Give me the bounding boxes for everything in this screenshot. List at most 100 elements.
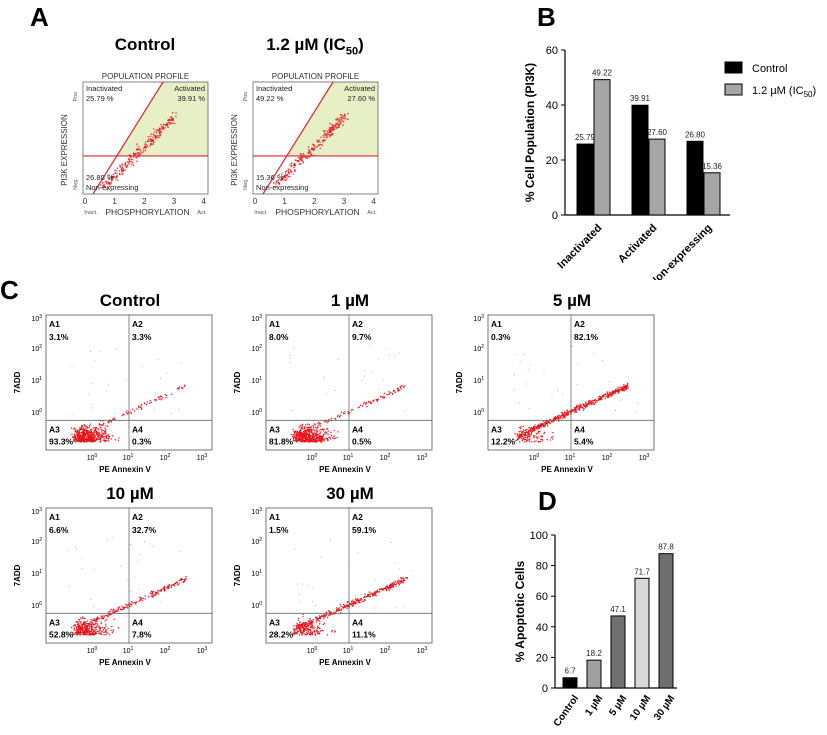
- scatter-dot: [121, 414, 123, 417]
- x-tick-label: 2: [142, 197, 147, 206]
- x-category-label: Activated: [616, 222, 660, 266]
- scatter-dot: [327, 430, 329, 432]
- scatter-dot: [75, 629, 78, 631]
- scatter-dot: [298, 619, 300, 621]
- scatter-dot: [318, 632, 321, 635]
- scatter-dot: [88, 433, 90, 436]
- y-tick-label: 100: [473, 408, 484, 417]
- tick-base: 10: [343, 455, 351, 462]
- x-tick-label: 0: [83, 197, 88, 206]
- scatter-dot: [84, 630, 86, 633]
- scatter-dot: [298, 593, 300, 595]
- scatter-dot: [144, 595, 146, 597]
- scatter-dot: [529, 428, 532, 431]
- scatter-dot: [136, 601, 138, 603]
- scatter-dot: [372, 593, 375, 595]
- scatter-dot: [599, 397, 602, 399]
- scatter-dot: [155, 591, 157, 593]
- scatter-dot: [131, 408, 134, 411]
- scatter-dot: [545, 421, 547, 424]
- scatter-dot: [75, 626, 78, 628]
- plot-frame: [252, 81, 379, 195]
- scatter-dot: [362, 600, 365, 602]
- scatter-dot: [82, 429, 84, 431]
- scatter-dot: [403, 579, 406, 582]
- tick-exponent: 2: [39, 537, 42, 543]
- scatter-dot: [313, 436, 316, 438]
- scatter-dot: [93, 436, 95, 438]
- scatter-dot: [108, 634, 111, 636]
- scatter-dot: [168, 584, 171, 586]
- scatter-dot: [308, 628, 310, 631]
- scatter-dot: [566, 409, 568, 412]
- scatter-dot: [293, 433, 295, 436]
- flow-cytometry-plot: A11.5%A259.1%A328.2%A411.1%1031021011001…: [233, 507, 433, 667]
- scatter-dot: [166, 587, 168, 589]
- scatter-dot: [534, 427, 536, 429]
- scatter-dot: [355, 602, 357, 605]
- scatter-dot: [294, 437, 296, 439]
- quadrant-a1-value: 1.5%: [269, 525, 289, 535]
- quadrant-a2-value: 82.1%: [574, 332, 599, 342]
- scatter-dot: [138, 152, 140, 154]
- scatter-dot: [388, 586, 390, 589]
- scatter-dot: [176, 387, 178, 390]
- scatter-dot: [141, 599, 144, 602]
- scatter-dot: [535, 432, 538, 435]
- scatter-dot: [310, 148, 313, 151]
- scatter-dot: [138, 596, 141, 598]
- scatter-dot: [346, 118, 349, 121]
- scatter-dot: [97, 625, 100, 627]
- scatter-dot: [398, 582, 400, 585]
- scatter-dot: [608, 380, 610, 382]
- scatter-dot: [100, 429, 103, 431]
- scatter-dot: [132, 152, 135, 154]
- scatter-dot: [322, 614, 324, 616]
- scatter-dot: [306, 437, 308, 439]
- scatter-dot: [320, 616, 322, 618]
- scatter-dot: [85, 633, 88, 636]
- scatter-dot: [78, 619, 81, 621]
- scatter-dot: [172, 117, 175, 120]
- tick-exponent: 0: [39, 408, 42, 414]
- tick-exponent: 3: [647, 453, 650, 459]
- scatter-dot: [182, 580, 185, 583]
- scatter-dot: [294, 432, 296, 435]
- scatter-dot: [314, 627, 316, 629]
- scatter-dot: [395, 583, 397, 585]
- bar-value-label: 71.7: [634, 567, 650, 576]
- scatter-dot: [585, 406, 587, 409]
- scatter-dot: [281, 173, 283, 175]
- x-tick-label: 4: [201, 197, 206, 206]
- scatter-dot: [73, 627, 75, 629]
- tick-base: 10: [123, 648, 131, 655]
- scatter-dot: [88, 633, 91, 636]
- scatter-dot: [176, 581, 178, 583]
- scatter-dot: [318, 144, 321, 146]
- scatter-dot: [281, 179, 283, 182]
- scatter-dot: [94, 623, 96, 625]
- scatter-dot: [350, 409, 353, 411]
- scatter-dot: [411, 570, 413, 572]
- scatter-dot: [78, 435, 80, 437]
- scatter-dot: [522, 429, 525, 431]
- scatter-dot: [312, 428, 314, 431]
- tick-base: 10: [473, 378, 481, 385]
- scatter-dot: [82, 427, 85, 429]
- scatter-dot: [318, 424, 320, 426]
- scatter-dot: [514, 374, 516, 376]
- scatter-dot: [519, 402, 521, 404]
- scatter-dot: [320, 615, 323, 617]
- scatter-dot: [73, 433, 76, 435]
- scatter-dot: [588, 400, 590, 402]
- scatter-dot: [101, 630, 103, 632]
- scatter-dot: [76, 625, 79, 628]
- scatter-dot: [543, 426, 545, 428]
- scatter-dot: [614, 391, 617, 394]
- scatter-dot: [120, 609, 123, 611]
- flow-cytometry-plot: A13.1%A23.3%A393.3%A40.3%103102101100100…: [13, 314, 213, 474]
- scatter-dot: [371, 595, 373, 597]
- scatter-dot: [104, 431, 107, 434]
- scatter-dot: [88, 629, 90, 632]
- scatter-dot: [129, 605, 131, 607]
